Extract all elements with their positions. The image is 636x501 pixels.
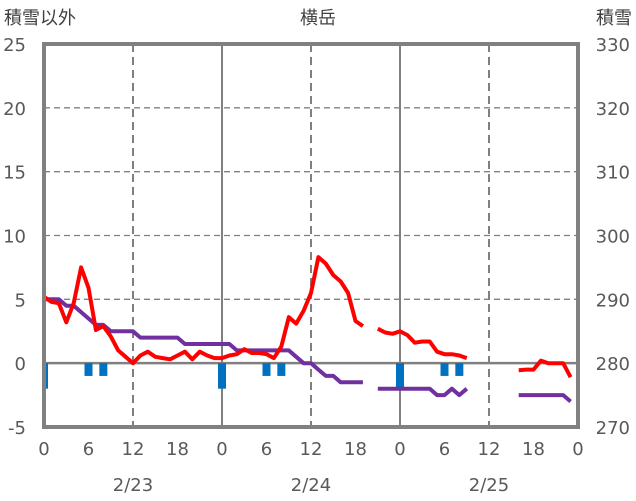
purple-line-snow-depth-segment xyxy=(377,386,469,398)
x-tick-label: 0 xyxy=(38,439,49,460)
grid xyxy=(44,43,578,428)
right-tick-label: 320 xyxy=(596,99,630,120)
x-tick-label: 0 xyxy=(394,439,405,460)
right-axis-title: 積雪 xyxy=(596,8,632,29)
x-tick-label: 12 xyxy=(300,439,323,460)
x-tick-label: 18 xyxy=(522,439,545,460)
x-tick-label: 6 xyxy=(83,439,94,460)
purple-line-snow-depth-segment xyxy=(44,297,363,385)
red-line-segment xyxy=(376,326,468,360)
bar xyxy=(277,363,286,376)
left-tick-label: 5 xyxy=(15,290,26,311)
bar xyxy=(99,363,108,376)
x-tick-label: 18 xyxy=(344,439,367,460)
left-tick-label: -5 xyxy=(8,418,26,439)
x-tick-label: 0 xyxy=(572,439,583,460)
x-tick-label: 12 xyxy=(478,439,501,460)
x-tick-label: 0 xyxy=(216,439,227,460)
bar xyxy=(45,363,48,389)
date-label: 2/23 xyxy=(113,475,153,496)
right-tick-label: 330 xyxy=(596,35,630,56)
bar xyxy=(84,363,93,376)
left-tick-label: 15 xyxy=(3,163,26,184)
x-tick-label: 6 xyxy=(261,439,272,460)
line-series xyxy=(42,255,573,404)
right-tick-label: 300 xyxy=(596,227,630,248)
bar xyxy=(440,363,449,376)
right-tick-label: 310 xyxy=(596,163,630,184)
x-tick-label: 6 xyxy=(439,439,450,460)
right-tick-label: 290 xyxy=(596,290,630,311)
bar xyxy=(262,363,271,376)
bar xyxy=(455,363,464,376)
left-tick-label: 0 xyxy=(15,354,26,375)
date-label: 2/24 xyxy=(291,475,331,496)
plot-frame xyxy=(42,42,580,429)
chart-title: 横岳 xyxy=(300,8,336,29)
bar xyxy=(218,363,226,389)
left-tick-label: 25 xyxy=(3,35,26,56)
red-line-segment xyxy=(42,255,365,366)
date-label: 2/25 xyxy=(469,475,509,496)
right-tick-label: 280 xyxy=(596,354,630,375)
left-axis-title: 積雪以外 xyxy=(4,8,76,29)
left-tick-label: 10 xyxy=(3,227,26,248)
purple-line-snow-depth-segment xyxy=(518,393,572,404)
bar xyxy=(396,363,404,389)
right-tick-label: 270 xyxy=(596,418,630,439)
bar-series xyxy=(45,363,464,389)
x-tick-label: 12 xyxy=(122,439,145,460)
red-line-segment xyxy=(518,358,573,379)
left-tick-label: 20 xyxy=(3,99,26,120)
tick-labels: -5 0 5 10 15 20 25 270 280 290 300 310 320 330 0 6 12 18 0… xyxy=(3,35,630,496)
x-tick-label: 18 xyxy=(166,439,189,460)
